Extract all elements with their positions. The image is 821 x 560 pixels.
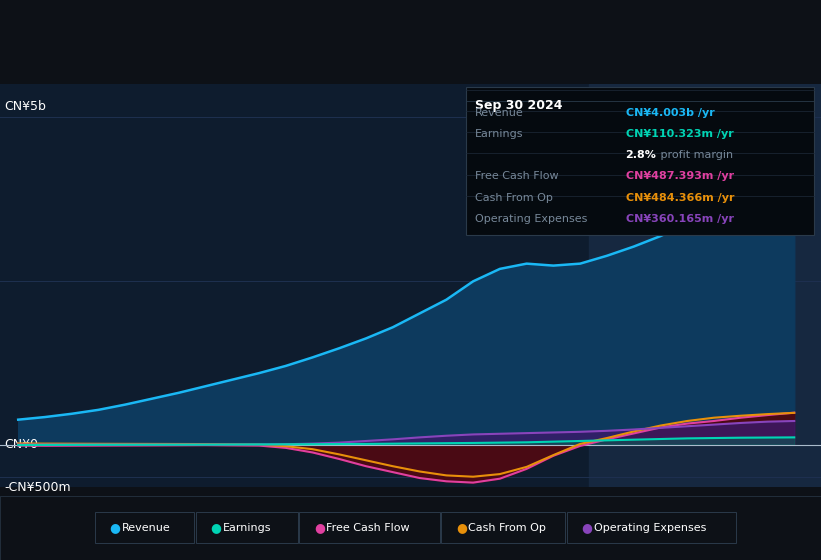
Text: ●: ● xyxy=(456,521,467,534)
Text: ●: ● xyxy=(314,521,325,534)
Text: CN¥487.393m /yr: CN¥487.393m /yr xyxy=(626,171,734,181)
Text: CN¥0: CN¥0 xyxy=(4,438,38,451)
Text: Earnings: Earnings xyxy=(222,523,272,533)
Text: ●: ● xyxy=(210,521,222,534)
Text: -CN¥500m: -CN¥500m xyxy=(4,482,71,494)
Text: CN¥484.366m /yr: CN¥484.366m /yr xyxy=(626,193,734,203)
Text: CN¥360.165m /yr: CN¥360.165m /yr xyxy=(626,214,734,224)
Text: Free Cash Flow: Free Cash Flow xyxy=(475,171,559,181)
Text: Operating Expenses: Operating Expenses xyxy=(594,523,706,533)
Text: Revenue: Revenue xyxy=(475,108,524,118)
Text: profit margin: profit margin xyxy=(657,150,733,160)
Text: ●: ● xyxy=(581,521,593,534)
Text: CN¥4.003b /yr: CN¥4.003b /yr xyxy=(626,108,714,118)
Text: CN¥5b: CN¥5b xyxy=(4,100,46,113)
Text: 2.8%: 2.8% xyxy=(626,150,657,160)
Text: Free Cash Flow: Free Cash Flow xyxy=(327,523,410,533)
Text: Earnings: Earnings xyxy=(475,129,524,139)
Text: Cash From Op: Cash From Op xyxy=(468,523,546,533)
Bar xyxy=(589,84,821,487)
Text: Operating Expenses: Operating Expenses xyxy=(475,214,588,224)
Text: Revenue: Revenue xyxy=(122,523,171,533)
Text: ●: ● xyxy=(109,521,121,534)
Text: CN¥110.323m /yr: CN¥110.323m /yr xyxy=(626,129,733,139)
Text: Cash From Op: Cash From Op xyxy=(475,193,553,203)
Text: Sep 30 2024: Sep 30 2024 xyxy=(475,99,563,112)
